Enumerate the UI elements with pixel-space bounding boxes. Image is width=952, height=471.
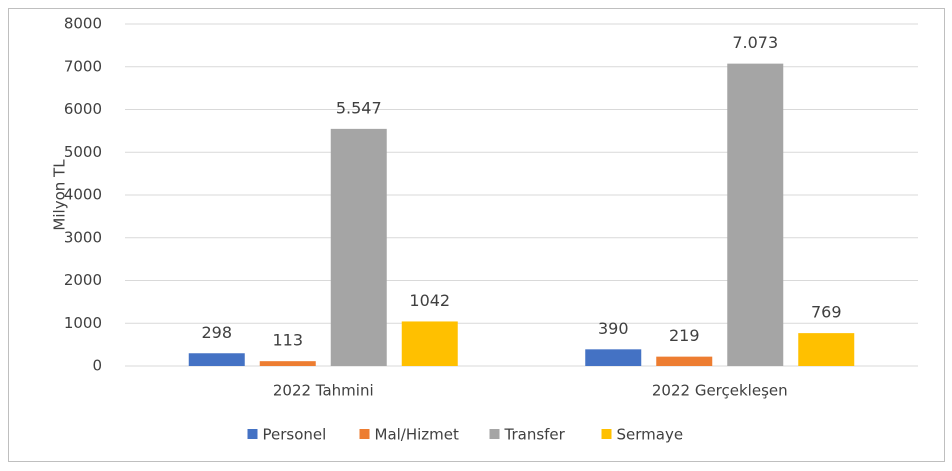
x-tick-label: 2022 Tahmini <box>273 382 374 400</box>
bar <box>401 321 458 366</box>
y-tick-label: 3000 <box>64 228 102 246</box>
bar <box>656 356 713 366</box>
bar <box>798 333 855 366</box>
y-tick-label: 4000 <box>64 186 102 204</box>
bar <box>585 349 642 366</box>
chart-frame <box>8 8 945 462</box>
bar <box>188 353 245 366</box>
legend-swatch <box>489 429 500 439</box>
legend-swatch <box>359 429 370 439</box>
y-tick-label: 2000 <box>64 271 102 289</box>
legend-label: Transfer <box>504 426 566 444</box>
bar <box>727 63 784 367</box>
x-tick-label: 2022 Gerçekleşen <box>652 382 788 400</box>
y-axis-label: Milyon TL <box>51 159 69 231</box>
legend-swatch <box>601 429 612 439</box>
data-label: 219 <box>669 326 700 345</box>
legend-swatch <box>247 429 258 439</box>
legend-label: Mal/Hizmet <box>375 426 460 444</box>
legend-label: Sermaye <box>617 426 684 444</box>
data-label: 5.547 <box>336 98 382 117</box>
data-label: 113 <box>272 331 303 350</box>
y-tick-label: 8000 <box>64 15 102 33</box>
data-label: 390 <box>598 319 629 338</box>
y-tick-label: 0 <box>92 357 102 375</box>
y-tick-label: 1000 <box>64 314 102 332</box>
y-tick-label: 6000 <box>64 100 102 118</box>
legend-label: Personel <box>263 426 327 444</box>
data-label: 769 <box>811 303 842 322</box>
data-label: 298 <box>201 323 232 342</box>
y-tick-label: 7000 <box>64 57 102 75</box>
data-label: 7.073 <box>732 33 778 52</box>
y-tick-label: 5000 <box>64 143 102 161</box>
data-label: 1042 <box>409 291 450 310</box>
bar <box>330 128 387 366</box>
bar <box>259 361 316 366</box>
